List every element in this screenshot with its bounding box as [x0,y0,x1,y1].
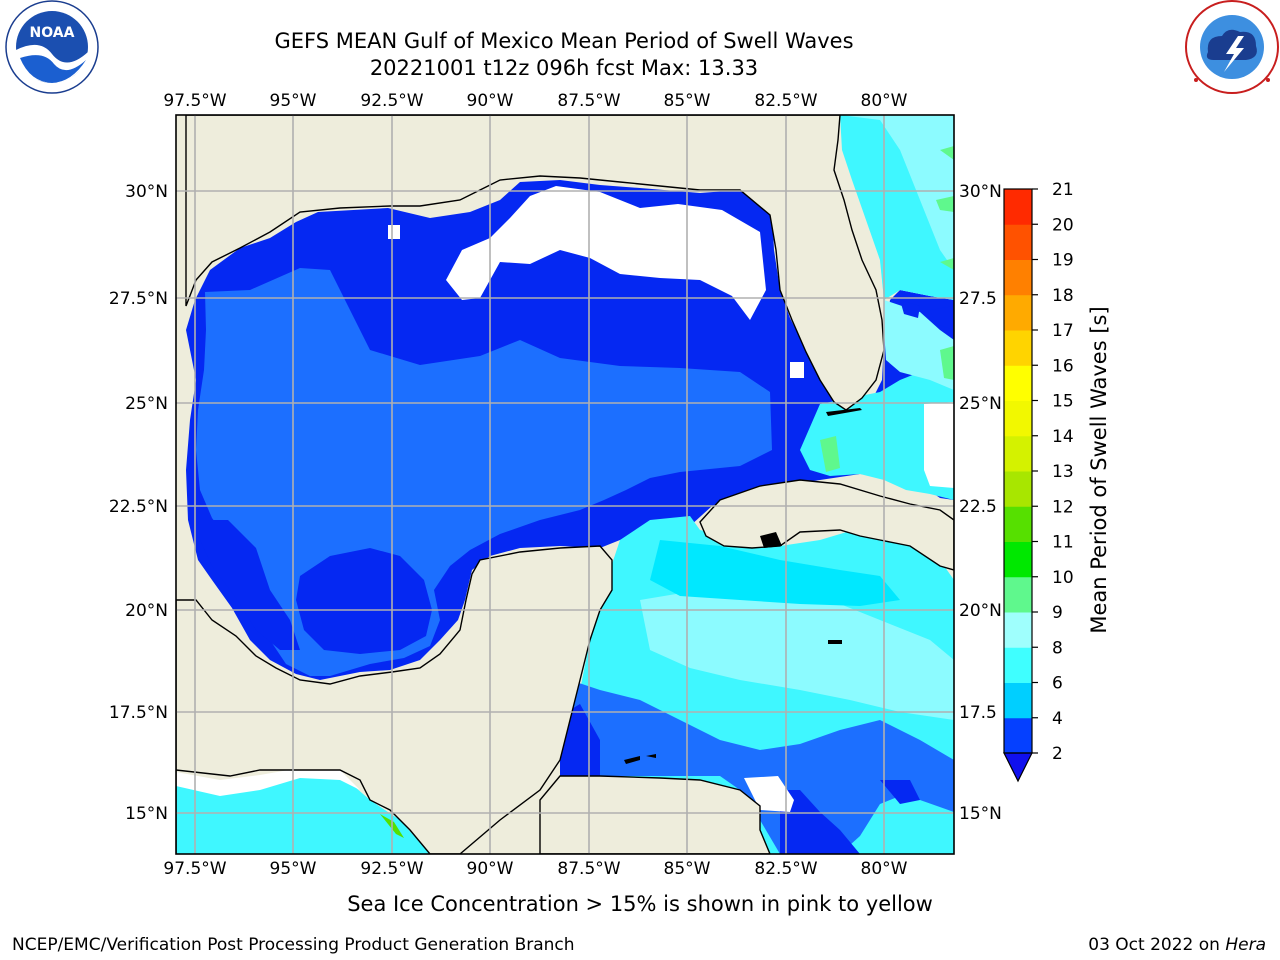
colorbar-tick-label: 14 [1052,427,1074,447]
colorbar-tick-label: 21 [1052,180,1074,200]
colorbar-swatch [1004,259,1032,296]
lat-label: 20°N [125,601,168,621]
footer-date: 03 Oct 2022 on Hera [1088,935,1266,955]
cuba [699,479,954,571]
colorbar-swatch [1004,717,1032,754]
lat-label: 15°N [125,804,168,824]
colorbar-tick-label: 17 [1052,321,1074,341]
lon-label: 85°W [664,91,711,111]
lat-label: 27.5 [959,289,997,309]
lon-label: 95°W [270,859,317,879]
colorbar-swatch [1004,189,1032,225]
colorbar-tick-label: 19 [1052,251,1074,271]
map-frame [175,114,955,855]
lat-label: 17.5°N [109,703,168,723]
colorbar-label: Mean Period of Swell Waves [s] [1087,306,1111,633]
colorbar-swatch [1004,647,1032,683]
colorbar-tick-label: 16 [1052,356,1074,376]
lon-labels-bottom: 97.5°W 95°W 92.5°W 90°W 87.5°W 85°W 82.5… [163,859,907,879]
sea-ice-note: Sea Ice Concentration > 15% is shown in … [347,892,933,916]
lat-label: 25°N [959,394,1002,414]
lon-label: 87.5°W [557,91,620,111]
colorbar-tick-label: 11 [1052,533,1074,553]
colorbar-swatch [1004,612,1032,648]
lon-label: 90°W [467,859,514,879]
colorbar-swatch [1004,471,1032,507]
colorbar-tick-label: 2 [1052,744,1063,764]
title-line-2: 20221001 t12z 096h fcst Max: 13.33 [370,56,758,80]
colorbar-swatch [1004,576,1032,613]
colorbar-swatch [1004,506,1032,542]
lon-labels-top: 97.5°W 95°W 92.5°W 90°W 87.5°W 85°W 82.5… [163,91,907,111]
noaa-logo: NOAA [5,0,99,94]
caribbean-southwest-blue [560,680,954,854]
lat-label: 17.5 [959,703,997,723]
footer-credit: NCEP/EMC/Verification Post Processing Pr… [12,935,575,955]
lon-label: 95°W [270,91,317,111]
colorbar-tick-label: 8 [1052,638,1063,658]
lon-label: 80°W [861,91,908,111]
lat-label: 15°N [959,804,1002,824]
bay-of-campeche-pocket [296,548,432,654]
colorbar: 2 4 6 8 9 10 11 12 13 14 15 16 17 18 19 20 21 Mean Perio… [1003,180,1111,783]
lat-labels-left: 30°N 27.5°N 25°N 22.5°N 20°N 17.5°N 15°N [109,182,168,824]
lon-label: 82.5°W [754,91,817,111]
colorbar-tick-label: 20 [1052,215,1074,235]
colorbar-extend-min [1003,752,1033,783]
colorbar-swatch [1004,294,1032,331]
colorbar-tick-label: 12 [1052,497,1074,517]
colorbar-tick-label: 6 [1052,674,1063,694]
lat-label: 22.5 [959,497,997,517]
lat-label: 25°N [125,394,168,414]
lat-label: 30°N [125,182,168,202]
colorbar-swatch [1004,435,1032,472]
colorbar-tick-label: 10 [1052,568,1074,588]
colorbar-swatch [1004,400,1032,437]
colorbar-ticks: 2 4 6 8 9 10 11 12 13 14 15 16 17 18 19 20 21 [1032,180,1074,764]
lat-labels-right: 30°N 27.5 25°N 22.5 20°N 17.5 15°N [959,182,1002,824]
lon-label: 97.5°W [163,91,226,111]
florida-peninsula [185,115,885,411]
no-data-patch [446,186,766,320]
colorbar-blocks [1003,188,1033,783]
colorbar-swatch [1004,224,1032,260]
footer-machine: Hera [1225,935,1266,955]
lat-label: 27.5°N [109,289,168,309]
lon-label: 87.5°W [557,859,620,879]
lon-label: 92.5°W [360,91,423,111]
colorbar-tick-label: 4 [1052,709,1063,729]
lon-label: 90°W [467,91,514,111]
map-panel: 97.5°W 95°W 92.5°W 90°W 87.5°W 85°W 82.5… [109,91,1002,879]
title-line-1: GEFS MEAN Gulf of Mexico Mean Period of … [274,29,853,53]
colorbar-tick-label: 18 [1052,286,1074,306]
lon-label: 85°W [664,859,711,879]
colorbar-swatch [1004,365,1032,401]
colorbar-swatch [1004,330,1032,366]
noaa-logo-text: NOAA [30,25,75,41]
lon-label: 92.5°W [360,859,423,879]
colorbar-tick-label: 9 [1052,603,1063,623]
footer-date-text: 03 Oct 2022 on [1088,935,1225,955]
colorbar-swatch [1004,541,1032,578]
graticule [176,115,954,854]
colorbar-swatch [1004,682,1032,719]
lat-label: 20°N [959,601,1002,621]
nws-logo [1185,0,1279,94]
colorbar-tick-label: 15 [1052,392,1074,412]
colorbar-tick-label: 13 [1052,462,1074,482]
yucatan-peninsula [176,545,613,854]
lat-label: 30°N [959,182,1002,202]
lon-label: 80°W [861,859,908,879]
lat-label: 22.5°N [109,497,168,517]
lon-label: 97.5°W [163,859,226,879]
lon-label: 82.5°W [754,859,817,879]
